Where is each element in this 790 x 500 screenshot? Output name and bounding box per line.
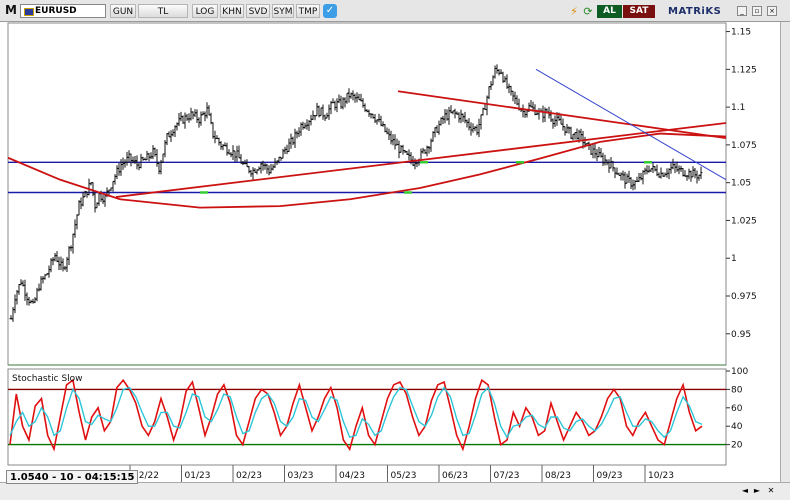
- lightning-icon[interactable]: ⚡: [570, 5, 578, 18]
- time-tick-label: 05/23: [391, 471, 417, 481]
- time-tick-label: 08/23: [545, 471, 571, 481]
- price-tick-label: 0.95: [731, 330, 751, 340]
- minimize-icon[interactable]: _: [737, 6, 747, 16]
- scroll-right-icon[interactable]: ►: [753, 486, 761, 495]
- close-icon[interactable]: ×: [767, 6, 777, 16]
- right-scrollbar[interactable]: [780, 22, 790, 500]
- symbol-label: EURUSD: [35, 6, 77, 16]
- price-tick-label: 1.1: [731, 103, 745, 113]
- stoch-tick-label: 80: [731, 385, 743, 395]
- brand-logo: MATRiKS: [668, 6, 722, 17]
- sell-button[interactable]: SAT: [623, 5, 655, 18]
- price-tick-label: 1.15: [731, 28, 751, 38]
- restore-icon[interactable]: ▫: [752, 6, 762, 16]
- khn-button[interactable]: KHN: [220, 4, 244, 18]
- time-tick-label: 03/23: [288, 471, 314, 481]
- price-tick-label: 1: [731, 254, 737, 264]
- menu-button[interactable]: M: [5, 3, 17, 17]
- horizontal-scrollbar[interactable]: ◄ ► ✕: [0, 482, 790, 500]
- sym-button[interactable]: SYM: [272, 4, 294, 18]
- period-gun-button[interactable]: GUN: [110, 4, 136, 18]
- log-scale-button[interactable]: LOG: [192, 4, 218, 18]
- refresh-icon[interactable]: ⟳: [583, 5, 593, 18]
- svd-button[interactable]: SVD: [246, 4, 270, 18]
- stoch-tick-label: 40: [731, 422, 743, 432]
- template-button[interactable]: TMP: [296, 4, 320, 18]
- buy-button[interactable]: AL: [597, 5, 622, 18]
- time-tick-label: 02/23: [236, 471, 262, 481]
- time-tick-label: 10/23: [648, 471, 674, 481]
- time-tick-label: 12/22: [133, 471, 159, 481]
- price-tick-label: 1.025: [731, 216, 757, 226]
- descending-trend-line: [535, 68, 727, 181]
- currency-tl-button[interactable]: TL: [138, 4, 188, 18]
- bird-icon[interactable]: ✓: [323, 4, 337, 18]
- time-tick-label: 09/23: [597, 471, 623, 481]
- stochastic-d-line: [9, 386, 703, 439]
- time-tick-label: 04/23: [339, 471, 365, 481]
- status-readout: 1.0540 - 10 - 04:15:15: [6, 470, 138, 484]
- time-tick-label: 06/23: [442, 471, 468, 481]
- price-tick-label: 1.075: [731, 141, 757, 151]
- stochastic-panel: [7, 368, 727, 466]
- stochastic-title: Stochastic Slow: [12, 374, 83, 384]
- scroll-left-icon[interactable]: ◄: [741, 486, 749, 495]
- toolbar: M EURUSD GUN TL LOG KHN SVD SYM TMP ✓ ⚡ …: [0, 0, 790, 22]
- stochastic-k-line: [9, 378, 703, 452]
- stoch-tick-label: 60: [731, 404, 743, 414]
- rising-trend-line: [115, 122, 727, 198]
- price-tick-label: 1.125: [731, 65, 757, 75]
- zoom-icon[interactable]: ✕: [767, 486, 775, 495]
- price-tick-label: 1.05: [731, 179, 751, 189]
- moving-average-line: [7, 132, 727, 209]
- flag-icon: [24, 8, 34, 16]
- falling-trend-line: [397, 90, 727, 139]
- symbol-field[interactable]: EURUSD: [20, 4, 106, 18]
- stoch-tick-label: 20: [731, 441, 743, 451]
- price-panel: [7, 22, 727, 366]
- time-tick-label: 01/23: [185, 471, 211, 481]
- stoch-tick-label: 100: [731, 367, 748, 377]
- price-tick-label: 0.975: [731, 292, 757, 302]
- time-tick-label: 07/23: [494, 471, 520, 481]
